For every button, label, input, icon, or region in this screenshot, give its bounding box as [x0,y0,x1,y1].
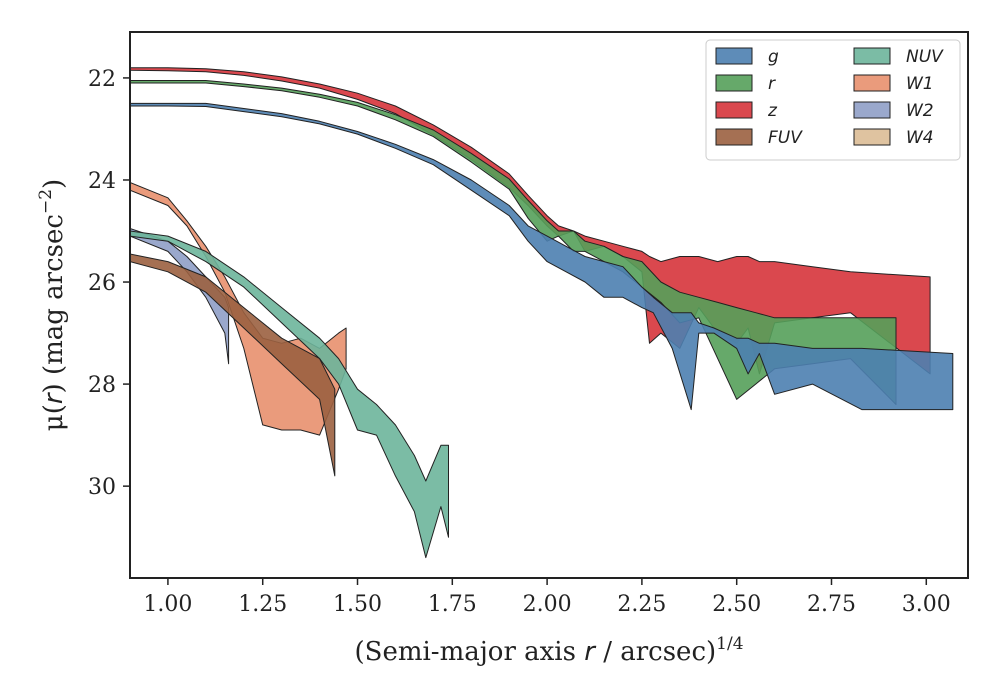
x-tick-label: 1.50 [333,592,382,617]
legend-label-r: r [768,74,776,94]
legend-swatch-w4 [853,128,891,146]
band-fuv [130,253,336,477]
legend-label-fuv: FUV [768,128,803,148]
band-nuv [130,230,449,559]
legend-label-g: g [768,47,779,67]
series-layer [130,67,954,559]
x-tick-label: 1.75 [428,592,477,617]
plot-frame [129,31,969,579]
legend-swatch-g [715,47,753,65]
x-tick-label: 2.00 [523,592,572,617]
legend: grz FUV NUV W1 W2 W4 [705,39,961,161]
y-axis: 22 24 26 28 30 [88,67,130,500]
legend-swatch-r [715,74,753,92]
y-tick-label: 30 [88,475,116,500]
legend-label-w1: W1 [906,74,934,94]
band-w2 [130,228,230,365]
x-tick-label: 1.25 [238,592,287,617]
y-axis-title: μ(r) (mag arcsec−2) [36,179,69,431]
x-axis: 1.00 1.25 1.50 1.75 2.00 2.25 2.50 2.75 3.00 [143,578,951,617]
y-tick-label: 22 [88,67,116,92]
x-tick-label: 3.00 [902,592,951,617]
legend-swatch-w1 [853,74,891,92]
y-tick-label: 24 [88,169,116,194]
legend-swatch-nuv [853,47,891,65]
y-tick-label: 26 [88,271,116,296]
x-axis-title: (Semi-major axis r / arcsec)1/4 [354,634,743,667]
legend-label-nuv: NUV [906,47,944,67]
x-tick-label: 2.25 [617,592,666,617]
legend-label-w4: W4 [906,128,934,148]
x-tick-label: 2.75 [807,592,856,617]
band-g [130,102,954,411]
x-tick-label: 1.00 [143,592,192,617]
x-tick-label: 2.50 [712,592,761,617]
legend-label-z: z [767,101,778,121]
legend-swatch-fuv [715,128,753,146]
legend-frame [705,39,961,161]
legend-swatch-z [715,101,753,119]
y-tick-label: 28 [88,373,116,398]
legend-label-w2: W2 [906,101,934,121]
legend-swatch-w2 [853,101,891,119]
